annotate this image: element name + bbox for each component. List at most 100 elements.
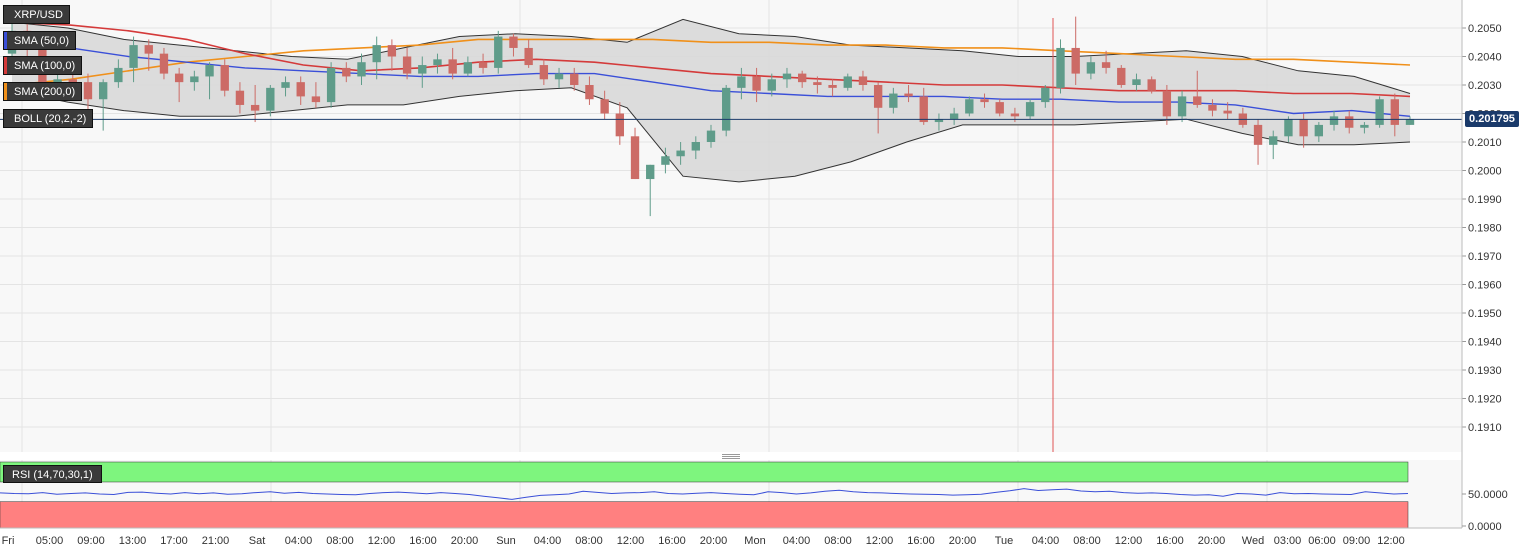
time-tick-label: 20:00 (451, 535, 479, 547)
time-tick-label: 17:00 (160, 535, 188, 547)
price-tick-label: 0.1910 (1468, 422, 1502, 434)
moving-averages (11, 21, 1411, 117)
bullish-candle (357, 62, 366, 77)
bearish-candle (144, 45, 153, 54)
bullish-candle (1041, 87, 1050, 103)
legend-symbol[interactable]: XRP/USD (3, 5, 70, 24)
bullish-candle (554, 73, 564, 80)
bullish-candle (98, 82, 108, 100)
bullish-candle (1405, 119, 1415, 125)
time-tick-label: Fri (2, 535, 15, 547)
time-tick-label: 08:00 (1073, 535, 1101, 547)
price-tick-label: 0.1980 (1468, 223, 1502, 235)
legend-sma200[interactable]: SMA (200,0) (3, 82, 83, 101)
time-tick-label: 08:00 (575, 535, 603, 547)
bullish-candle (1269, 136, 1278, 145)
bullish-candle (1314, 124, 1324, 137)
bullish-candle (372, 45, 381, 63)
bullish-candle (646, 164, 655, 180)
bearish-candle (1117, 67, 1126, 85)
bullish-candle (190, 76, 199, 83)
time-tick-label: Tue (995, 535, 1014, 547)
bullish-candle (114, 67, 123, 83)
bullish-candle (1329, 116, 1339, 125)
bearish-candle (600, 99, 609, 114)
time-tick-label: Mon (744, 535, 765, 547)
bearish-candle (159, 53, 169, 74)
bearish-candle (1299, 119, 1308, 137)
bearish-candle (585, 85, 594, 100)
bearish-candle (630, 136, 640, 180)
rsi-overbought-zone (0, 461, 1409, 483)
overlays (0, 18, 1462, 452)
sma100-label: SMA (100,0) (14, 60, 76, 72)
bullish-candle (418, 65, 427, 74)
bearish-candle (904, 93, 913, 97)
legend-symbol-swatch (4, 6, 7, 23)
bollinger-upper-line (11, 18, 1411, 94)
price-axis: 0.20500.20400.20300.20200.20100.20000.19… (1461, 0, 1502, 528)
price-tick-label: 0.2040 (1468, 52, 1502, 64)
bullish-candle (1132, 79, 1141, 85)
panel-resize-handle[interactable] (722, 454, 740, 459)
bullish-candle (1360, 124, 1369, 128)
time-tick-label: 03:00 (1274, 535, 1302, 547)
bullish-candle (889, 93, 898, 108)
bullish-candle (281, 82, 290, 88)
bullish-candle (1177, 96, 1187, 117)
bearish-candle (1162, 90, 1172, 117)
bearish-candle (1345, 116, 1354, 128)
bearish-candle (387, 45, 397, 57)
rsi-tick-label: 50.0000 (1468, 489, 1508, 501)
bullish-candle (463, 62, 473, 74)
price-tick-label: 0.1940 (1468, 337, 1502, 349)
sma50-line (11, 41, 1411, 117)
symbol-label: XRP/USD (14, 9, 63, 21)
bullish-candle (494, 36, 503, 68)
legend-rsi[interactable]: RSI (14,70,30,1) (3, 465, 102, 483)
bearish-candle (1390, 99, 1399, 125)
rsi-tick-label: 0.0000 (1468, 521, 1502, 533)
boll-label: BOLL (20,2,-2) (14, 113, 87, 125)
bearish-candle (402, 56, 412, 74)
time-tick-label: 16:00 (658, 535, 686, 547)
time-tick-label: Wed (1242, 535, 1264, 547)
rsi-oversold-zone (0, 501, 1409, 529)
bearish-candle (570, 73, 579, 85)
bullish-candle (949, 113, 959, 120)
price-tick-label: 0.1990 (1468, 194, 1502, 206)
bearish-candle (1101, 62, 1111, 68)
bearish-candle (995, 102, 1004, 114)
legend-sma100[interactable]: SMA (100,0) (3, 56, 83, 75)
bearish-candle (83, 82, 93, 100)
time-tick-label: 04:00 (285, 535, 313, 547)
legend-boll[interactable]: BOLL (20,2,-2) (3, 109, 94, 128)
bullish-candle (965, 99, 974, 114)
price-tick-label: 0.1920 (1468, 394, 1502, 406)
bearish-candle (1010, 113, 1020, 117)
bearish-candle (524, 47, 533, 66)
bearish-candle (752, 76, 761, 91)
time-tick-label: 08:00 (824, 535, 852, 547)
time-tick-label: 06:00 (1308, 535, 1336, 547)
time-tick-label: 13:00 (119, 535, 147, 547)
bearish-candle (235, 90, 245, 105)
bearish-candle (342, 67, 351, 77)
bullish-candle (205, 65, 214, 77)
time-tick-label: 09:00 (1343, 535, 1371, 547)
bearish-candle (1208, 104, 1217, 111)
time-tick-label: 12:00 (1115, 535, 1143, 547)
bearish-candle (1193, 96, 1202, 105)
bullish-candle (266, 87, 275, 111)
time-tick-label: 20:00 (1198, 535, 1226, 547)
time-tick-label: 20:00 (700, 535, 728, 547)
time-tick-label: 05:00 (36, 535, 64, 547)
time-tick-label: 12:00 (368, 535, 396, 547)
time-tick-label: 21:00 (202, 535, 230, 547)
legend-sma50[interactable]: SMA (50,0) (3, 31, 77, 50)
price-tick-label: 0.2000 (1468, 166, 1502, 178)
sma200-line (11, 38, 1411, 86)
price-tick-label: 0.2050 (1468, 23, 1502, 35)
